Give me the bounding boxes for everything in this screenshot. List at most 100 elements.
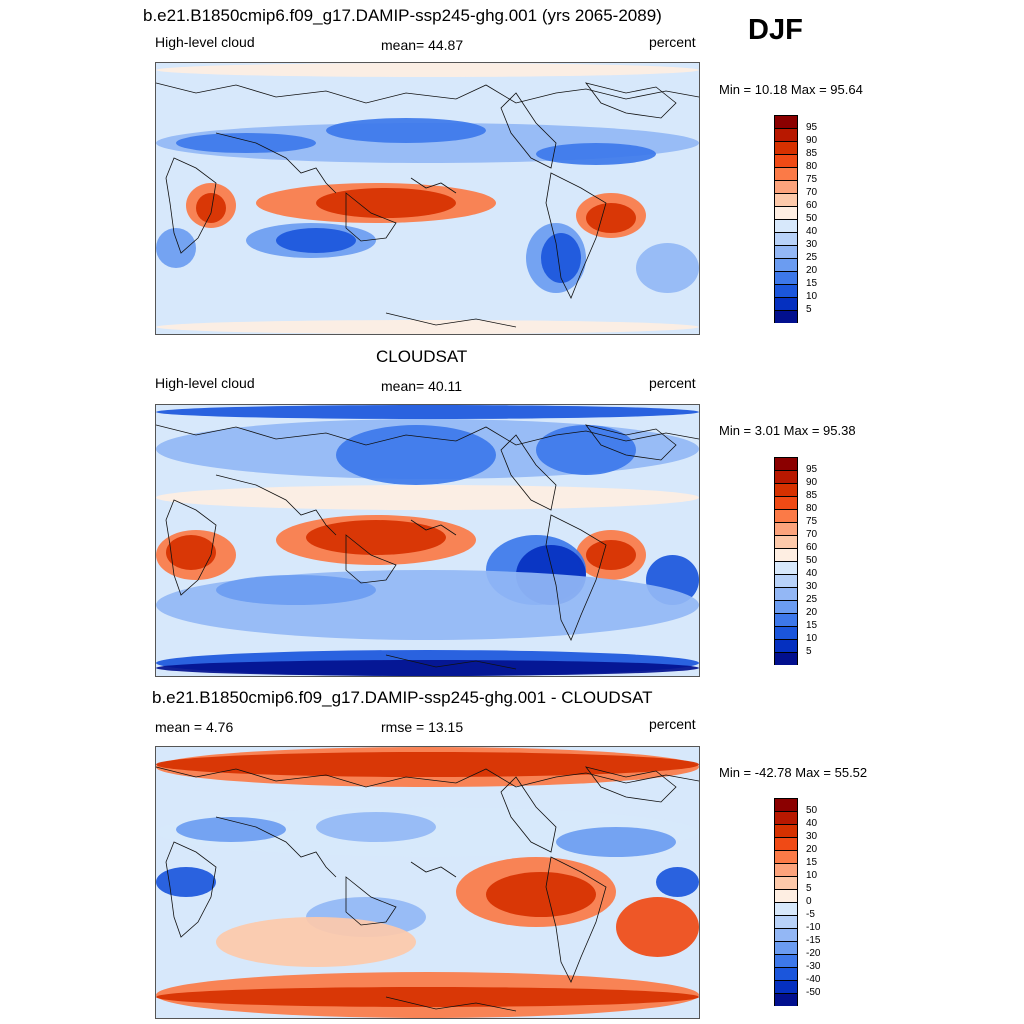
colorbar-tick-label: 80	[806, 503, 818, 514]
colorbar: 50 40 30 20 15 10 5 0 -5 -10 -15 -20 -30 -40 -50	[774, 798, 820, 1006]
colorbar-tick-label: 80	[806, 161, 818, 172]
panel-title: b.e21.B1850cmip6.f09_g17.DAMIP-ssp245-gh…	[152, 688, 653, 707]
colorbar-tick-label: -40	[806, 974, 821, 985]
colorbar-swatch	[774, 915, 798, 928]
colorbar-swatch	[774, 863, 798, 876]
colorbar-tick-label: 0	[806, 896, 812, 907]
colorbar-swatch	[774, 483, 798, 496]
colorbar-swatch	[774, 824, 798, 837]
colorbar-swatch	[774, 128, 798, 141]
colorbar-swatch	[774, 928, 798, 941]
colorbar-swatch	[774, 297, 798, 310]
min-max-label: Min = 10.18 Max = 95.64	[719, 82, 863, 97]
colorbar-tick-label: 30	[806, 239, 818, 250]
colorbar-swatch	[774, 600, 798, 613]
colorbar-tick-label: 30	[806, 831, 818, 842]
colorbar-swatch	[774, 876, 798, 889]
colorbar-swatch	[774, 967, 798, 980]
colorbar-tick-label: 95	[806, 122, 818, 133]
colorbar: 95 90 85 80 75 70 60 50 40 30 25 20 15 10 5	[774, 457, 817, 665]
colorbar-swatch	[774, 167, 798, 180]
colorbar-swatch	[774, 902, 798, 915]
colorbar-swatch	[774, 154, 798, 167]
variable-label: High-level cloud	[155, 375, 255, 391]
colorbar-swatch	[774, 496, 798, 509]
colorbar-tick-label: 85	[806, 490, 818, 501]
colorbar-tick-label: 85	[806, 148, 818, 159]
colorbar-tick-label: 75	[806, 516, 818, 527]
colorbar-tick-label: 90	[806, 477, 818, 488]
units-label: percent	[649, 375, 696, 391]
colorbar-swatch	[774, 993, 798, 1006]
min-max-label: Min = 3.01 Max = 95.38	[719, 423, 856, 438]
colorbar-tick-label: 60	[806, 542, 818, 553]
colorbar-swatch	[774, 798, 798, 811]
colorbar-tick-label: 40	[806, 818, 818, 829]
contour-map	[156, 63, 699, 334]
colorbar-swatch	[774, 639, 798, 652]
colorbar-tick-label: 20	[806, 844, 818, 855]
mean-label: mean= 44.87	[381, 37, 464, 53]
colorbar-tick-label: -20	[806, 948, 821, 959]
contour-map	[156, 747, 699, 1018]
colorbar-tick-label: -5	[806, 909, 815, 920]
colorbar-swatch	[774, 284, 798, 297]
colorbar-swatch	[774, 561, 798, 574]
colorbar-tick-label: 20	[806, 607, 818, 618]
colorbar-tick-label: -10	[806, 922, 821, 933]
colorbar-tick-label: -50	[806, 987, 821, 998]
colorbar-tick-label: 70	[806, 529, 818, 540]
colorbar-swatch	[774, 574, 798, 587]
colorbar-swatch	[774, 613, 798, 626]
colorbar-tick-label: -30	[806, 961, 821, 972]
map-diff	[155, 746, 700, 1019]
colorbar-swatch	[774, 837, 798, 850]
colorbar-tick-label: -15	[806, 935, 821, 946]
colorbar-tick-label: 70	[806, 187, 818, 198]
map-obs	[155, 404, 700, 677]
colorbar-tick-label: 10	[806, 870, 818, 881]
units-label: percent	[649, 716, 696, 732]
colorbar-swatch	[774, 271, 798, 284]
colorbar-swatch	[774, 193, 798, 206]
colorbar-tick-label: 5	[806, 883, 812, 894]
map-model	[155, 62, 700, 335]
colorbar-tick-label: 30	[806, 581, 818, 592]
colorbar-swatch	[774, 522, 798, 535]
colorbar-tick-label: 20	[806, 265, 818, 276]
colorbar-tick-label: 40	[806, 568, 818, 579]
colorbar-tick-label: 5	[806, 646, 812, 657]
colorbar-tick-label: 40	[806, 226, 818, 237]
colorbar-swatch	[774, 206, 798, 219]
colorbar-swatch	[774, 954, 798, 967]
colorbar-swatch	[774, 180, 798, 193]
panel-title: b.e21.B1850cmip6.f09_g17.DAMIP-ssp245-gh…	[143, 6, 662, 25]
colorbar-tick-label: 90	[806, 135, 818, 146]
colorbar-tick-label: 25	[806, 594, 818, 605]
rmse-label: rmse = 13.15	[381, 719, 464, 735]
colorbar: 95 90 85 80 75 70 60 50 40 30 25 20 15 10 5	[774, 115, 817, 323]
colorbar-swatch	[774, 626, 798, 639]
colorbar-swatch	[774, 941, 798, 954]
colorbar-tick-label: 10	[806, 633, 818, 644]
colorbar-tick-label: 95	[806, 464, 818, 475]
colorbar-tick-label: 15	[806, 278, 818, 289]
colorbar-swatch	[774, 258, 798, 271]
colorbar-tick-label: 50	[806, 213, 818, 224]
colorbar-swatch	[774, 457, 798, 470]
panel-title: CLOUDSAT	[376, 347, 468, 366]
season-label: DJF	[748, 14, 803, 46]
colorbar-tick-label: 15	[806, 620, 818, 631]
variable-label: High-level cloud	[155, 34, 255, 50]
units-label: percent	[649, 34, 696, 50]
mean-label: mean = 4.76	[155, 719, 234, 735]
colorbar-swatch	[774, 232, 798, 245]
colorbar-swatch	[774, 115, 798, 128]
colorbar-swatch	[774, 548, 798, 561]
mean-label: mean= 40.11	[381, 378, 463, 394]
colorbar-swatch	[774, 587, 798, 600]
colorbar-swatch	[774, 889, 798, 902]
colorbar-tick-label: 5	[806, 304, 812, 315]
colorbar-swatch	[774, 980, 798, 993]
colorbar-tick-label: 15	[806, 857, 818, 868]
